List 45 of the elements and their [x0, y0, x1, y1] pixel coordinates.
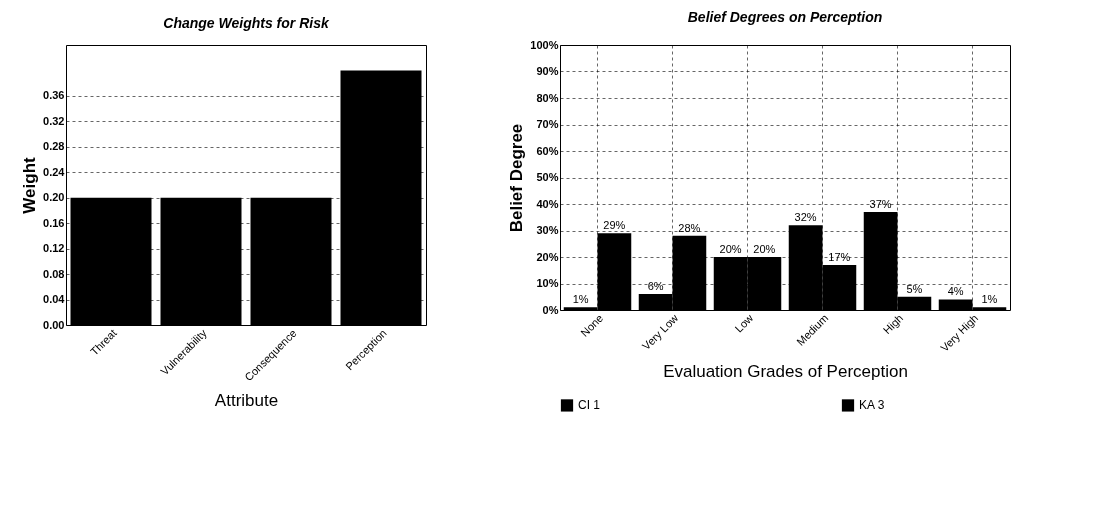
y-tick-label: 80%	[536, 91, 559, 104]
data-label: 28%	[678, 221, 701, 234]
y-tick-label: 90%	[536, 65, 559, 77]
x-tick-label: High	[880, 311, 906, 337]
y-tick-label: 0%	[542, 303, 559, 316]
y-tick-label: 0.04	[43, 293, 66, 306]
y-tick-label: 30%	[536, 224, 559, 236]
y-tick-label: 0.24	[43, 165, 66, 178]
y-tick-label: 60%	[536, 144, 559, 157]
y-tick-label: 0.08	[43, 267, 65, 280]
y-tick-label: 0.28	[43, 140, 65, 153]
data-label: 37%	[869, 197, 892, 210]
data-label: 29%	[603, 219, 626, 232]
y-tick-label: 0.16	[43, 216, 65, 229]
y-tick-label: 10%	[536, 277, 559, 289]
y-tick-label: 70%	[536, 118, 559, 130]
data-label: 1%	[981, 293, 998, 306]
data-label: 20%	[719, 243, 742, 255]
data-label: 6%	[647, 280, 664, 293]
data-label: 32%	[794, 211, 817, 224]
x-tick-label: Very Low	[639, 311, 681, 353]
y-tick-label: 40%	[536, 197, 559, 210]
data-label: 17%	[828, 250, 851, 263]
y-tick-label: 0.36	[43, 89, 65, 102]
chart-title: Change Weights for Risk	[163, 15, 330, 31]
data-label: 5%	[906, 282, 923, 295]
x-axis-title: Evaluation Grades of Perception	[663, 362, 908, 381]
y-axis-title: Belief Degree	[507, 123, 527, 233]
data-label: 1%	[572, 293, 589, 306]
y-tick-label: 0.32	[43, 114, 65, 127]
data-label: 20%	[753, 243, 776, 255]
x-axis-title: Attribute	[214, 391, 279, 411]
y-tick-label: 0.00	[43, 318, 65, 331]
y-tick-label: 0.12	[43, 242, 65, 255]
x-tick-label: Low	[732, 311, 756, 335]
data-label: 4%	[947, 285, 964, 298]
x-tick-label: Very High	[938, 311, 981, 355]
chart-title: Belief Degrees on Perception	[687, 9, 883, 25]
y-tick-label: 100%	[530, 38, 559, 51]
y-tick-label: 50%	[536, 171, 559, 183]
y-tick-label: 20%	[536, 250, 559, 263]
y-axis-title: Weight	[20, 157, 40, 214]
legend-label: KA 3	[859, 398, 885, 413]
y-tick-label: 0.20	[43, 191, 65, 204]
legend-label: CI 1	[578, 398, 601, 413]
